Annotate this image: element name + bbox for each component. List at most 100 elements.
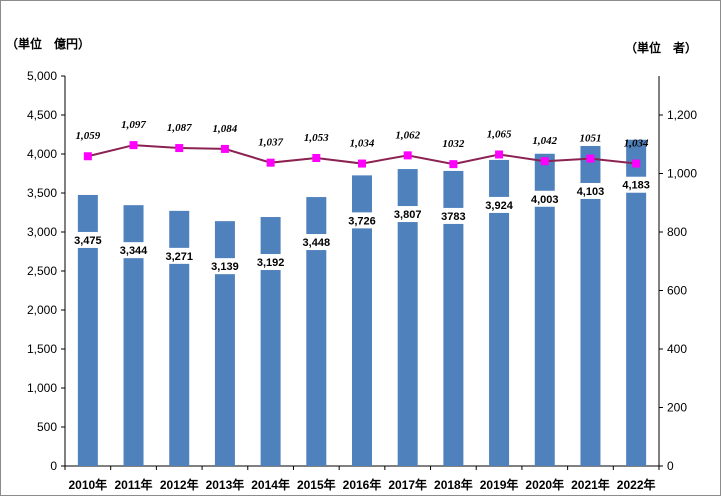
bar (397, 169, 418, 466)
bar-data-label-background (114, 242, 153, 259)
bar-data-label: 3783 (441, 211, 465, 223)
bar-data-label: 4,003 (531, 194, 559, 206)
line-data-label: 1,053 (304, 132, 329, 144)
left-y-tick-label: 2,500 (27, 264, 57, 278)
bar-data-label-background (571, 182, 610, 199)
bar (443, 170, 464, 466)
right-y-tick-label: 600 (667, 283, 687, 297)
right-y-tick-label: 1,000 (667, 166, 697, 180)
line-data-label: 1,062 (395, 129, 420, 141)
bar (534, 153, 555, 467)
left-y-tick-label: 1,000 (27, 381, 57, 395)
x-tick-label: 2017年 (388, 477, 427, 492)
bar-data-label: 3,475 (74, 235, 102, 247)
line-data-label: 1,042 (532, 135, 557, 147)
bar-data-label-background (297, 234, 336, 251)
axes: 0 500 1,000 1,500 2,000 2,500 3,000 3,500 4,000 4… (27, 69, 697, 473)
line-point-marker (358, 159, 366, 168)
bar (123, 205, 144, 466)
bar-data-label: 4,103 (577, 186, 605, 198)
line-data-label: 1,034 (624, 138, 649, 150)
x-tick-label: 2018年 (434, 477, 473, 492)
left-y-tick-label: 500 (37, 420, 57, 434)
x-tick-label: 2014年 (251, 477, 290, 492)
line-data-label: 1032 (442, 138, 465, 150)
line-point-marker (220, 144, 229, 153)
left-y-tick-label: 3,500 (27, 186, 57, 200)
line-point-marker (586, 154, 595, 163)
line-data-label: 1,059 (75, 130, 100, 142)
line-point-marker (540, 157, 549, 166)
bar (214, 221, 235, 466)
x-tick-label: 2020年 (525, 477, 564, 492)
left-y-tick-label: 0 (50, 459, 57, 473)
left-y-tick-label: 5,000 (27, 69, 57, 83)
line-series (83, 141, 641, 169)
bar-data-label-background (617, 176, 656, 193)
line-data-label: 1,087 (167, 122, 192, 134)
bar-data-label: 3,448 (303, 237, 331, 249)
line-data-label: 1,065 (487, 128, 512, 140)
x-tick-label: 2015年 (297, 477, 336, 492)
bar-data-label: 3,726 (348, 215, 376, 227)
x-axis-tick-labels: 2010年 2011年 2012年 2013年 2014年 2015年 2016年 2017年… (68, 477, 655, 492)
line-point-marker (449, 160, 458, 169)
bar-data-label: 3,807 (394, 209, 422, 221)
line-data-label: 1,097 (121, 119, 146, 131)
x-tick-label: 2021年 (571, 477, 610, 492)
bar (260, 217, 281, 466)
left-y-tick-label: 2,000 (27, 303, 57, 317)
bar-data-label: 3,924 (485, 200, 513, 212)
bar-data-label: 4,183 (622, 180, 650, 192)
bar-data-label-background (205, 258, 244, 275)
bar-data-label-background (480, 196, 519, 213)
line-point-marker (83, 152, 92, 161)
right-axis-unit-label: （単位 者） (625, 40, 697, 55)
bar-data-label: 3,192 (257, 257, 285, 269)
bar (77, 194, 98, 466)
x-tick-label: 2022年 (617, 477, 656, 492)
line-point-marker (129, 141, 138, 150)
bar (169, 210, 190, 466)
bar-data-label: 3,344 (120, 245, 148, 257)
bar (580, 145, 601, 466)
bar-series (77, 139, 647, 467)
right-y-tick-label: 0 (667, 459, 674, 473)
line-data-label: 1,034 (350, 138, 375, 150)
bar-data-label-background (68, 231, 107, 248)
right-y-tick-label: 1,200 (667, 108, 697, 122)
line-point-marker (403, 151, 412, 160)
left-y-tick-label: 4,500 (27, 108, 57, 122)
left-y-tick-label: 1,500 (27, 342, 57, 356)
line-point-marker (266, 158, 275, 167)
line-point-marker (175, 144, 184, 153)
right-y-tick-label: 800 (667, 225, 687, 239)
bar (306, 197, 327, 466)
bar-data-label-background (434, 207, 473, 224)
bar-data-labels: 3,475 3,344 3,271 3,139 3,192 3,448 3,726 3,807… (68, 176, 656, 275)
x-tick-label: 2011年 (115, 477, 153, 492)
x-tick-label: 2016年 (343, 477, 382, 492)
line-point-marker (495, 150, 504, 159)
bar (352, 175, 372, 466)
bar-data-label: 3,139 (211, 261, 239, 273)
line-point-marker (312, 153, 321, 162)
x-tick-label: 2010年 (68, 477, 107, 492)
left-y-tick-label: 4,000 (27, 147, 57, 161)
left-y-tick-label: 3,000 (27, 225, 57, 239)
bar (489, 159, 510, 467)
bar-data-label: 3,271 (165, 251, 193, 263)
line-data-label: 1,084 (213, 123, 238, 135)
line-data-label: 1051 (579, 133, 601, 145)
x-tick-label: 2013年 (206, 477, 245, 492)
bar-data-label-background (525, 190, 564, 207)
bar-data-label-background (160, 247, 199, 264)
bar (626, 139, 647, 466)
line-data-label: 1,037 (258, 137, 283, 149)
x-tick-label: 2012年 (160, 477, 199, 492)
x-tick-label: 2019年 (480, 477, 519, 492)
bar-data-label-background (388, 206, 427, 223)
left-axis-unit-label: （単位 億円） (6, 36, 90, 51)
bar-data-label-background (251, 254, 290, 271)
